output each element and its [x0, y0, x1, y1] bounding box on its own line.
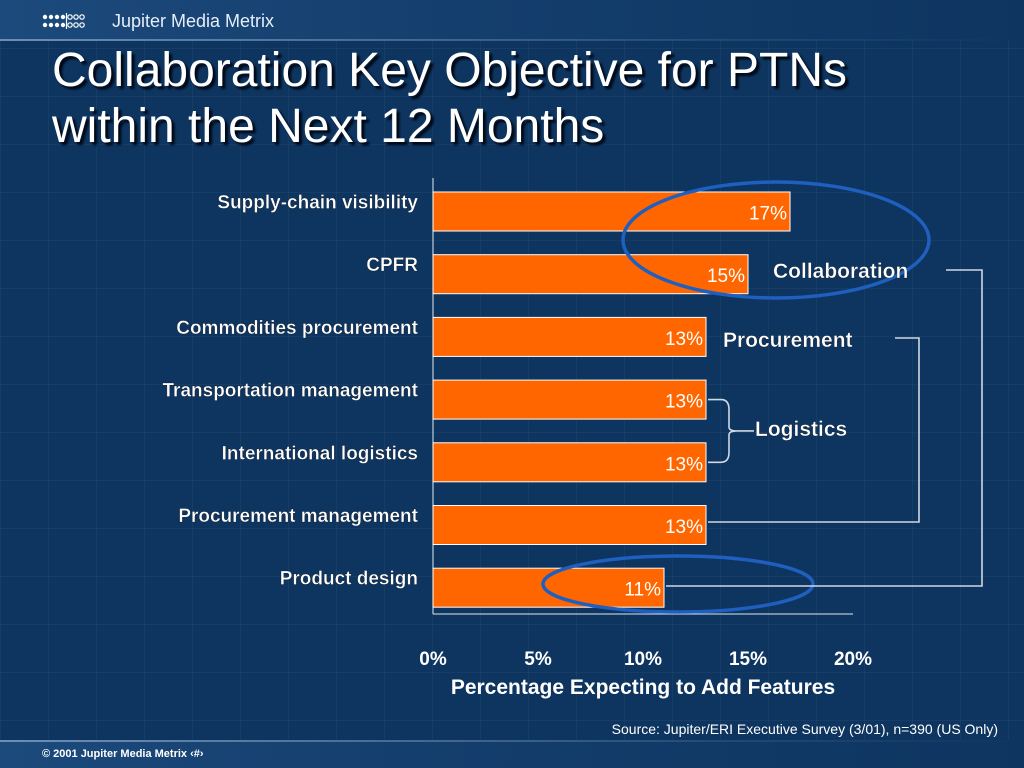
- bar-2: [432, 254, 749, 295]
- footer-bar: [0, 740, 1024, 768]
- category-label-3: Commodities procurement: [176, 318, 418, 339]
- x-tick-label-4: 15%: [729, 649, 767, 670]
- annotation-logistics: Logistics: [755, 418, 847, 441]
- bar-5: [432, 442, 707, 483]
- value-label-4: 13%: [665, 392, 703, 413]
- brand-name: Jupiter Media Metrix: [112, 11, 275, 31]
- ellipse-collaboration-bottom: [541, 554, 815, 614]
- brand-bar: [0, 0, 1024, 40]
- category-label-7: Product design: [280, 569, 418, 590]
- x-tick-label-2: 5%: [524, 649, 552, 670]
- annotation-collaboration: Collaboration: [773, 260, 908, 283]
- category-label-1: Supply-chain visibility: [217, 193, 418, 214]
- bar-4: [432, 379, 707, 420]
- x-tick-label-5: 20%: [834, 649, 872, 670]
- logistics-bracket: [708, 398, 738, 464]
- x-axis-title: Percentage Expecting to Add Features: [451, 676, 835, 699]
- brand-divider: [0, 39, 1024, 41]
- value-label-6: 13%: [665, 517, 703, 538]
- category-label-4: Transportation management: [163, 381, 419, 402]
- x-tick-label-3: 10%: [624, 649, 662, 670]
- procurement-connector: [708, 337, 920, 523]
- jupiter-logo-icon: [42, 13, 85, 29]
- category-label-2: CPFR: [366, 255, 418, 276]
- value-label-3: 13%: [665, 329, 703, 350]
- value-label-7: 11%: [624, 580, 661, 601]
- footer-copyright: © 2001 Jupiter Media Metrix ‹#›: [42, 748, 204, 760]
- bar-chart: Supply-chain visibility 17% CPFR 15% Commodi…: [162, 178, 983, 699]
- collaboration-connector: [666, 269, 983, 587]
- footer-divider: [0, 740, 1024, 742]
- title-line-2: within the Next 12 Months: [52, 100, 605, 153]
- page-title: Collaboration Key Objective for PTNs wit…: [52, 43, 1012, 155]
- value-label-2: 15%: [707, 266, 745, 287]
- ellipse-collaboration-top: [621, 180, 931, 300]
- source-note: Source: Jupiter/ERI Executive Survey (3/…: [611, 721, 998, 737]
- title-line-1: Collaboration Key Objective for PTNs: [52, 44, 847, 97]
- annotation-procurement: Procurement: [723, 329, 853, 352]
- category-label-5: International logistics: [222, 443, 418, 464]
- bar-1: [432, 191, 791, 232]
- bar-3: [432, 316, 707, 357]
- value-label-1: 17%: [749, 204, 787, 225]
- value-label-5: 13%: [665, 454, 703, 475]
- bar-6: [432, 505, 707, 545]
- x-tick-label-1: 0%: [419, 649, 447, 670]
- category-label-6: Procurement management: [178, 506, 418, 527]
